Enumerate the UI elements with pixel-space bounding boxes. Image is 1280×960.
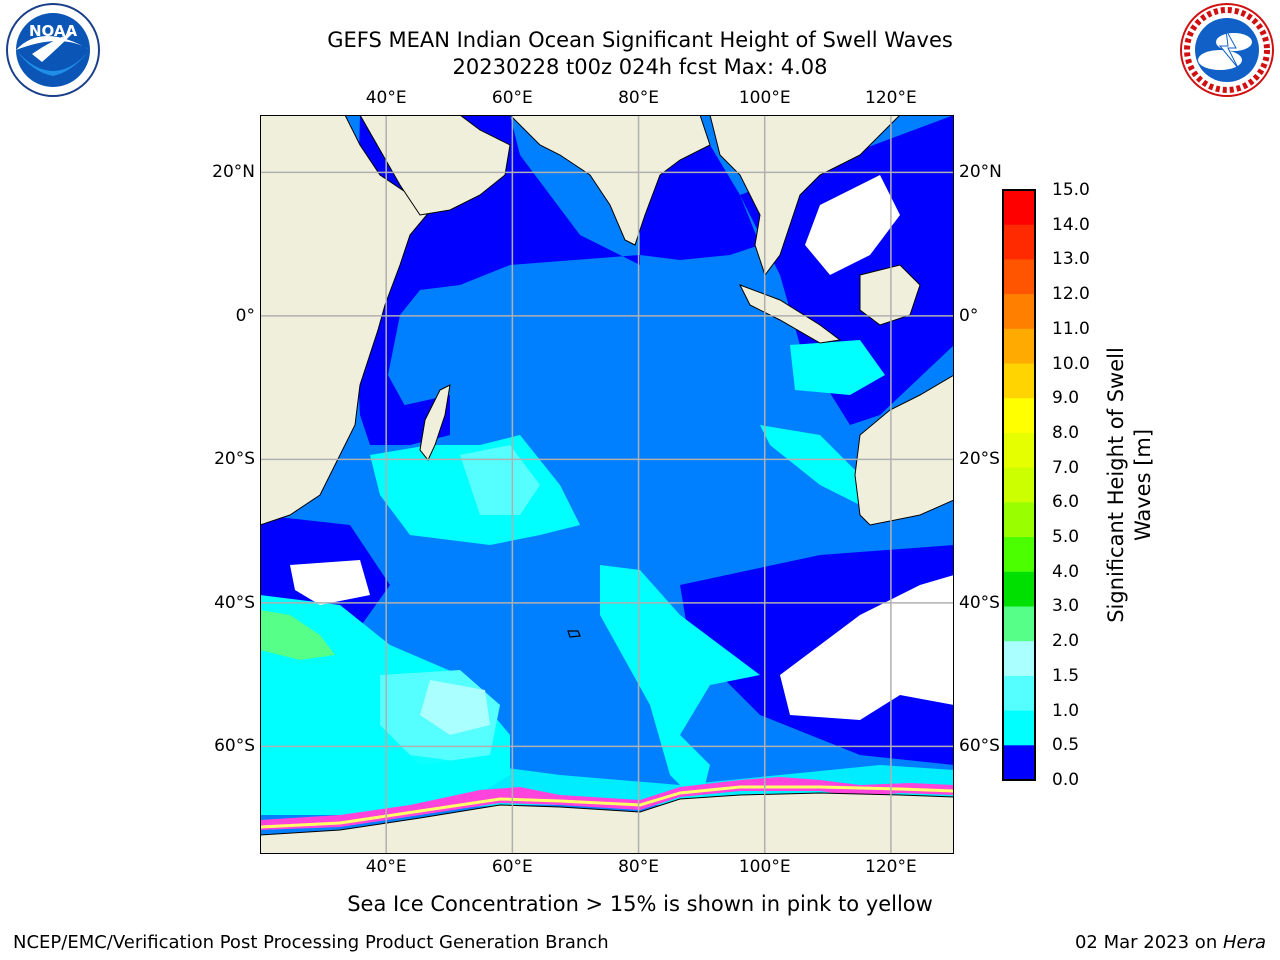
lon-tick-bottom-1: 60°E [491, 857, 533, 877]
cyan-central-south [600, 565, 760, 805]
land-southeast-asia [709, 115, 901, 277]
lon-tick-top-2: 80°E [618, 88, 659, 108]
colorbar-box-13 [1003, 641, 1035, 677]
land-africa [260, 115, 436, 526]
colorbar-box-15 [1003, 710, 1035, 746]
lon-tick-top-1: 60°E [491, 88, 533, 108]
colorbar-label-15: 1.0 [1052, 700, 1080, 721]
colorbar-box-8 [1003, 467, 1035, 503]
lat-tick-right-1: 0° [959, 305, 979, 326]
colorbar-label-2: 13.0 [1052, 249, 1090, 270]
nws-logo [1180, 3, 1274, 97]
colorbar-box-5 [1003, 363, 1035, 399]
land-kerguelen [567, 630, 581, 638]
colorbar-label-14: 1.5 [1052, 665, 1080, 686]
colorbar-box-12 [1003, 606, 1035, 642]
noaa-logo-text: NOAA [29, 22, 78, 40]
colorbar-label-5: 10.0 [1052, 353, 1090, 374]
colorbar-label-7: 8.0 [1052, 422, 1080, 443]
lon-tick-top-0: 40°E [365, 88, 407, 108]
lon-tick-bottom-4: 120°E [865, 857, 917, 877]
cyan-south-west-peak2 [420, 680, 490, 735]
colorbar-label-11: 4.0 [1052, 561, 1080, 582]
colorbar-label-0: 15.0 [1052, 180, 1090, 200]
colorbar-title: Significant Height of Swell Waves [m] [1103, 347, 1157, 623]
lat-tick-left-4: 60°S [214, 736, 255, 757]
white-scs-patch [805, 175, 900, 275]
map-plot [260, 115, 954, 854]
cyan-east-mid [760, 425, 860, 505]
colorbar-label-12: 3.0 [1052, 596, 1080, 617]
colorbar-title-line1: Significant Height of Swell [1104, 347, 1128, 623]
colorbar-box-14 [1003, 675, 1035, 712]
map-gridlines [260, 115, 954, 854]
colorbar-label-4: 11.0 [1052, 318, 1090, 339]
colorbar-box-11 [1003, 571, 1035, 607]
sea-ice-edge [260, 785, 954, 829]
footer-left: NCEP/EMC/Verification Post Processing Pr… [13, 932, 609, 953]
colorbar-label-8: 7.0 [1052, 457, 1080, 478]
colorbar-box-16 [1003, 745, 1035, 781]
cyan-east-upper [790, 340, 885, 395]
land-borneo [859, 264, 921, 326]
colorbar-label-10: 5.0 [1052, 527, 1080, 548]
lon-tick-top-4: 120°E [865, 88, 917, 108]
lon-tick-bottom-0: 40°E [365, 857, 407, 877]
footer-host: Hera [1222, 932, 1266, 953]
lon-tick-top-3: 100°E [738, 88, 791, 108]
bay-of-bengal-low [640, 145, 760, 260]
colorbar-box-2 [1003, 259, 1035, 295]
colorbar-label-16: 0.5 [1052, 735, 1080, 756]
sea-ice-note: Sea Ice Concentration > 15% is shown in … [347, 892, 933, 916]
cyan-west-mid-peak [460, 445, 540, 515]
colorbar-title-line2: Waves [m] [1131, 428, 1155, 542]
lat-tick-left-0: 20°N [212, 162, 255, 183]
lat-tick-left-2: 20°S [214, 449, 255, 470]
colorbar-label-13: 2.0 [1052, 631, 1080, 652]
colorbar-box-7 [1003, 432, 1035, 469]
colorbar-box-4 [1003, 328, 1035, 365]
land-australia [854, 374, 954, 526]
lat-tick-right-0: 20°N [959, 162, 1002, 183]
colorbar-box-9 [1003, 502, 1035, 538]
colorbar-label-6: 9.0 [1052, 388, 1080, 409]
footer-date: 02 Mar 2023 on [1074, 932, 1223, 953]
green-patch [260, 610, 335, 660]
land-madagascar [419, 384, 451, 461]
colorbar-box-3 [1003, 294, 1035, 330]
colorbar-label-1: 14.0 [1052, 214, 1090, 235]
colorbar-box-10 [1003, 537, 1035, 573]
colorbar-box-6 [1003, 398, 1035, 434]
colorbar-label-3: 12.0 [1052, 284, 1090, 305]
colorbar-label-9: 6.0 [1052, 492, 1080, 513]
land-arabia [359, 115, 511, 216]
land-antarctica [260, 792, 954, 854]
colorbar [1002, 189, 1036, 781]
white-sw-patch [290, 560, 370, 605]
lon-tick-bottom-3: 100°E [738, 857, 791, 877]
lat-tick-left-3: 40°S [214, 592, 255, 613]
lon-tick-bottom-2: 80°E [618, 857, 659, 877]
lat-tick-right-2: 20°S [959, 449, 1000, 470]
map-title-line1: GEFS MEAN Indian Ocean Significant Heigh… [327, 28, 953, 52]
map-title-line2: 20230228 t00z 024h fcst Max: 4.08 [452, 55, 828, 79]
footer-right: 02 Mar 2023 on Hera [1075, 932, 1266, 953]
white-se-patch [780, 575, 954, 720]
lat-tick-right-4: 60°S [959, 736, 1000, 757]
lat-tick-left-1: 0° [235, 305, 255, 326]
lat-tick-right-3: 40°S [959, 592, 1000, 613]
noaa-logo: NOAA [6, 3, 100, 97]
colorbar-label-17: 0.0 [1052, 770, 1080, 790]
colorbar-box-0 [1003, 190, 1035, 226]
land-india [509, 115, 711, 246]
colorbar-box-1 [1003, 224, 1035, 260]
